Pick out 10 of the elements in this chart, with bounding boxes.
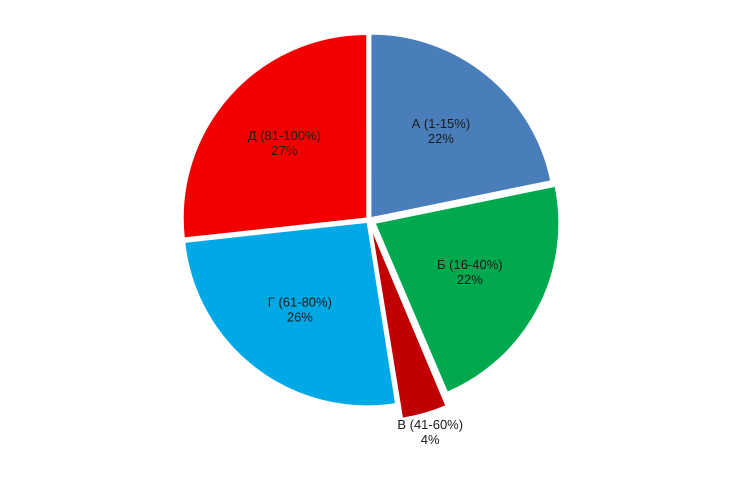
- data-label: 22%: [456, 272, 484, 287]
- data-label: 26%: [286, 309, 314, 324]
- slice-label: Б (16-40%): [436, 256, 503, 272]
- data-label: 27%: [271, 143, 298, 158]
- data-label: 22%: [428, 130, 454, 146]
- slice-label: Д (81-100%): [248, 128, 321, 144]
- slice-label: А (1-15%): [412, 116, 470, 131]
- slice-label: В (41-60%): [397, 416, 464, 432]
- data-label: 4%: [420, 432, 440, 447]
- slice-label: Г (61-80%): [268, 294, 332, 310]
